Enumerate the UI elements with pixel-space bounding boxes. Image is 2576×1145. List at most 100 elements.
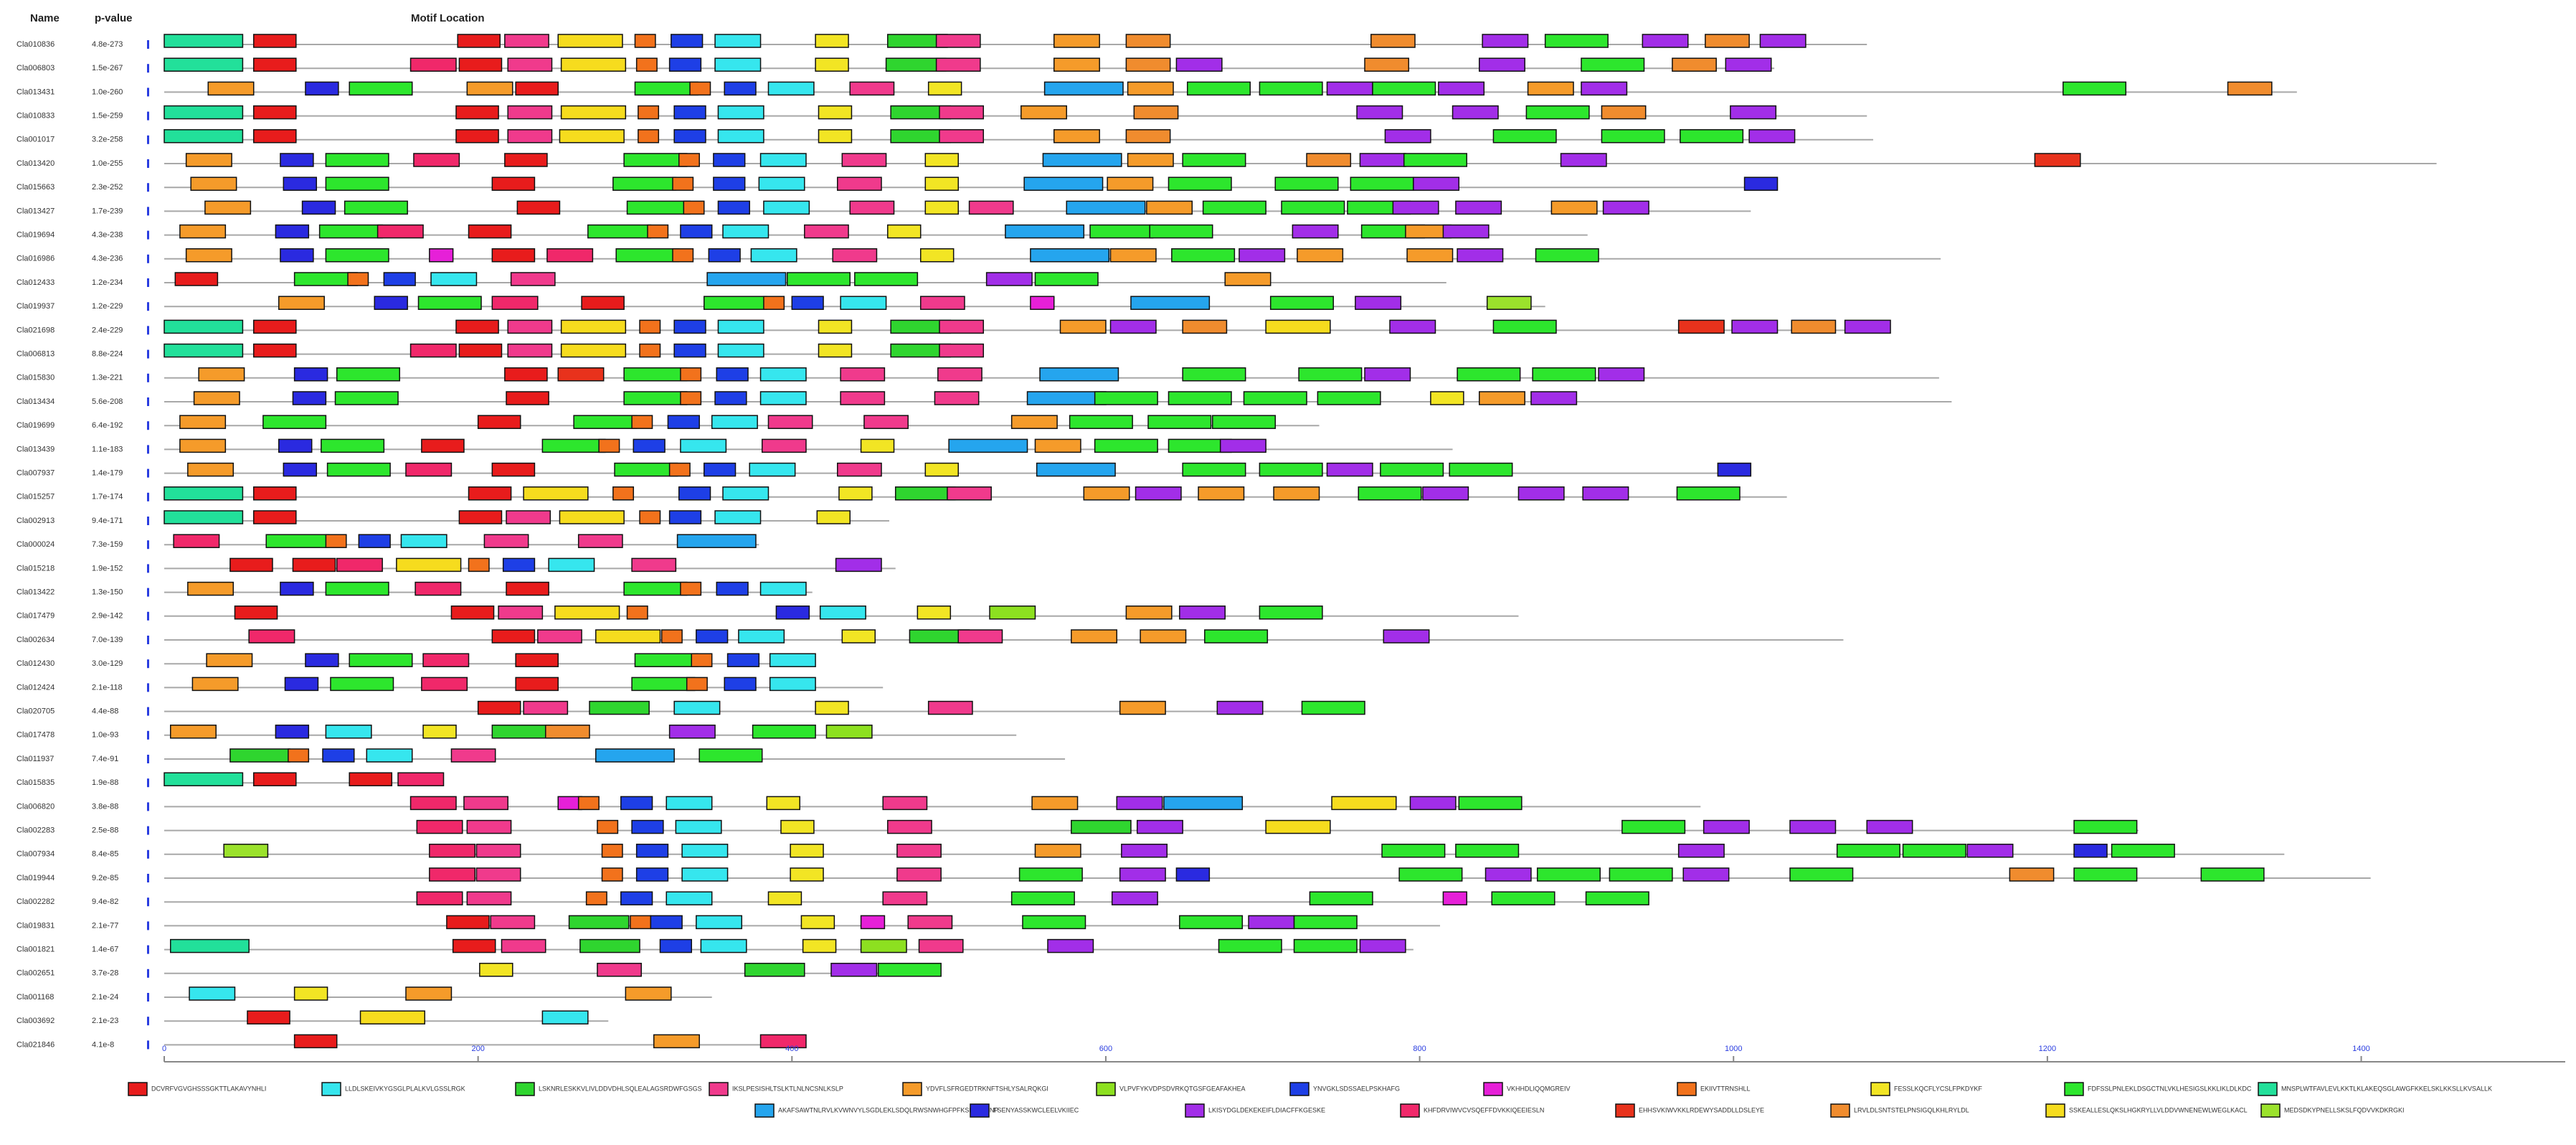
motif-site	[450, 606, 495, 620]
motif-site	[761, 438, 807, 453]
motif-site	[597, 819, 619, 834]
motif-site	[164, 129, 244, 143]
motif-site	[678, 153, 700, 167]
sequence-name: Cla012433	[16, 278, 55, 287]
motif-site	[1273, 486, 1320, 501]
motif-site	[1370, 34, 1416, 48]
motif-site	[673, 319, 706, 334]
motif-site	[190, 176, 237, 191]
legend-label: EHHSVKIWVKKLRDEWYSADDLLDSLEYE	[1639, 1106, 1764, 1113]
legend-label: IKSLPESISHLTSLKTLNLNCSNLKSLP	[732, 1085, 843, 1092]
motif-site	[939, 343, 985, 358]
motif-site	[491, 248, 536, 263]
motif-site	[548, 557, 595, 572]
strand-marker	[147, 730, 149, 740]
motif-site	[1409, 796, 1457, 811]
motif-site	[1125, 34, 1171, 48]
motif-site	[759, 581, 807, 596]
motif-site	[722, 486, 770, 501]
motif-site	[1532, 367, 1596, 382]
motif-site	[612, 486, 635, 501]
motif-site	[1269, 296, 1334, 310]
motif-site	[626, 606, 648, 620]
motif-site	[173, 534, 220, 548]
motif-site	[383, 272, 416, 286]
motif-site	[506, 510, 551, 524]
motif-site	[1705, 34, 1750, 48]
motif-site	[860, 438, 895, 453]
motif-site	[193, 391, 240, 405]
p-value: 3.8e-88	[92, 802, 118, 811]
motif-site	[1359, 938, 1406, 953]
motif-site	[504, 367, 548, 382]
motif-site	[416, 819, 463, 834]
sequence-name: Cla002634	[16, 636, 55, 644]
motif-site	[939, 129, 985, 143]
motif-site	[336, 557, 383, 572]
motif-site	[835, 557, 882, 572]
motif-site	[491, 725, 553, 739]
motif-site	[638, 105, 660, 120]
motif-site	[429, 867, 476, 882]
motif-site	[344, 200, 408, 215]
strand-marker	[147, 111, 149, 121]
motif-site	[1759, 34, 1806, 48]
motif-site	[714, 57, 762, 72]
motif-site	[630, 915, 652, 930]
sequence-name: Cla013427	[16, 207, 55, 215]
motif-site	[557, 367, 605, 382]
motif-site	[1442, 224, 1490, 239]
motif-site	[326, 462, 391, 477]
strand-marker	[147, 659, 149, 669]
motif-site	[349, 772, 393, 786]
motif-site	[559, 129, 625, 143]
motif-site	[877, 963, 942, 977]
motif-site	[631, 557, 677, 572]
motif-site	[666, 796, 713, 811]
motif-site	[506, 391, 549, 405]
motif-site	[769, 677, 816, 692]
motif-site	[1442, 891, 1467, 905]
motif-site	[446, 915, 490, 930]
column-header: p-value	[95, 12, 133, 24]
p-value: 1.0e-93	[92, 731, 118, 740]
sequence-name: Cla015257	[16, 493, 55, 501]
motif-site	[544, 725, 590, 739]
motif-site	[1147, 415, 1212, 429]
motif-site	[252, 129, 297, 143]
motif-site	[704, 462, 737, 477]
motif-site	[612, 176, 677, 191]
motif-site	[758, 176, 805, 191]
motif-site	[713, 176, 746, 191]
motif-site	[421, 438, 465, 453]
motif-site	[672, 248, 694, 263]
motif-site	[206, 653, 253, 667]
motif-site	[894, 486, 956, 501]
motif-site	[504, 153, 548, 167]
motif-site	[989, 606, 1036, 620]
motif-site	[1089, 224, 1154, 239]
motif-site	[2200, 867, 2265, 882]
motif-site	[838, 486, 873, 501]
p-value: 1.5e-259	[92, 112, 123, 121]
motif-site	[366, 748, 413, 763]
motif-site	[1135, 486, 1182, 501]
motif-site	[1355, 296, 1402, 310]
motif-site	[713, 153, 746, 167]
motif-site	[1677, 319, 1725, 334]
motif-site	[1026, 391, 1107, 405]
motif-site	[1059, 319, 1107, 334]
motif-site	[452, 938, 496, 953]
legend-label: DCVRFVGVGHSSSGKTTLAKAVYNHLI	[151, 1085, 266, 1092]
motif-site	[815, 34, 849, 48]
motif-site	[717, 200, 750, 215]
strand-marker	[147, 159, 149, 168]
motif-site	[1127, 153, 1174, 167]
p-value: 9.2e-85	[92, 874, 118, 882]
motif-site	[1381, 844, 1446, 858]
motif-site	[750, 248, 797, 263]
motif-site	[696, 915, 743, 930]
sequence-name: Cla019694	[16, 231, 55, 240]
legend-label: LSKNRLESKKVLIVLDDVDHLSQLEALAGSRDWFGSGS	[539, 1085, 702, 1092]
sequence-name: Cla013439	[16, 445, 55, 453]
